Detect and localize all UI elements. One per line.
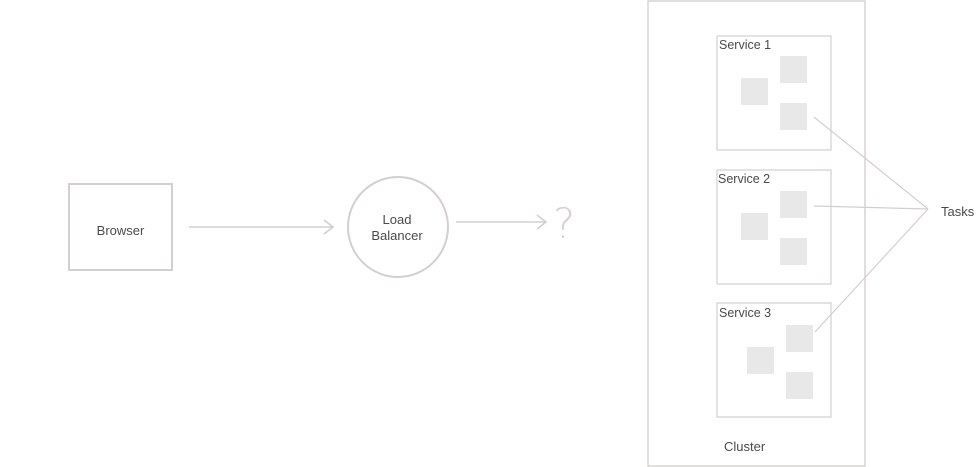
task <box>747 347 774 374</box>
browser-node: Browser <box>68 183 173 271</box>
browser-box <box>68 183 173 271</box>
service-1-label: Service 1 <box>719 38 771 52</box>
task <box>780 103 807 130</box>
unknown-target-mark: ? <box>553 199 575 248</box>
service-1: Service 1 <box>716 35 832 151</box>
load-balancer-node: Load Balancer <box>347 176 449 278</box>
browser-label: Browser <box>97 223 145 238</box>
task <box>780 56 807 83</box>
load-balancer-label-line2: Balancer <box>371 228 423 243</box>
service-2-label: Service 2 <box>718 172 770 186</box>
load-balancer-label-line1: Load <box>383 212 412 227</box>
cluster-label: Cluster <box>724 439 766 454</box>
arrow-browser-to-lb <box>189 219 335 235</box>
service-3-label: Service 3 <box>719 306 771 320</box>
service-1-box <box>716 35 832 151</box>
task <box>786 325 813 352</box>
arrow-lb-to-unknown <box>456 214 548 230</box>
task <box>786 372 813 399</box>
tasks-pointer-line-1 <box>813 116 929 210</box>
service-2-box <box>716 169 832 285</box>
tasks-pointer-line-3 <box>814 208 929 333</box>
service-2: Service 2 <box>716 169 832 285</box>
task <box>741 213 768 240</box>
task <box>780 238 807 265</box>
task <box>741 78 768 105</box>
load-balancer-circle <box>347 176 449 278</box>
tasks-label: Tasks <box>941 204 975 219</box>
task <box>780 191 807 218</box>
tasks-pointer-line-2 <box>813 205 929 210</box>
service-3: Service 3 <box>716 302 832 418</box>
tasks-pointer-lines <box>813 116 929 333</box>
